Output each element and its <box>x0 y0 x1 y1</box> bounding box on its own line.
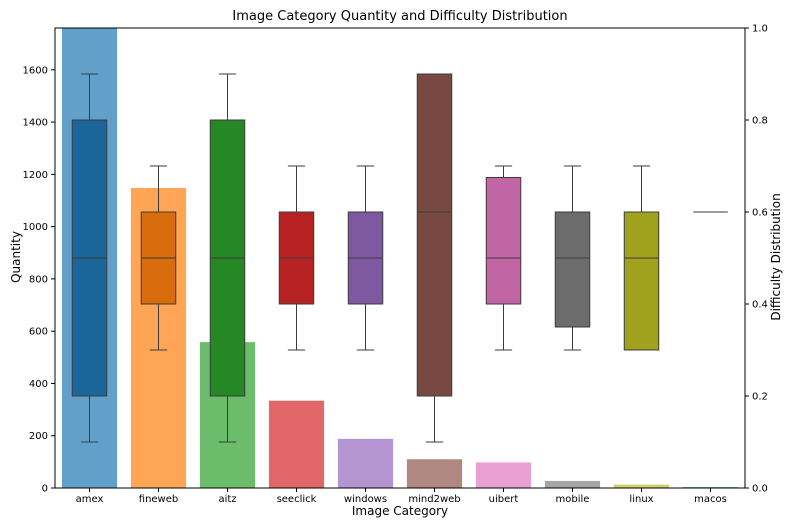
y2-axis-label: Difficulty Distribution <box>769 193 783 320</box>
box <box>485 177 522 305</box>
chart-title: Image Category Quantity and Difficulty D… <box>232 9 567 24</box>
x-tick-label-amex: amex <box>76 494 104 505</box>
boxplot-fineweb <box>140 165 177 351</box>
y2-tick-label: 0.6 <box>752 208 768 219</box>
y-tick-label: 1400 <box>23 118 48 129</box>
bar-seeclick <box>268 400 325 488</box>
boxplot-aitz <box>209 73 246 443</box>
y-tick-label: 0 <box>42 484 48 495</box>
boxplots-layer <box>71 73 728 443</box>
y-tick-label: 1000 <box>23 222 48 233</box>
x-tick-label-aitz: aitz <box>218 494 236 505</box>
bar-uibert <box>475 462 532 488</box>
y2-tick-label: 0.2 <box>752 392 768 403</box>
boxplot-amex <box>71 73 108 443</box>
y-tick-label: 800 <box>29 274 48 285</box>
boxplot-seeclick <box>278 165 315 351</box>
boxplot-mind2web <box>416 73 453 443</box>
y2-tick-label: 0.8 <box>752 116 768 127</box>
x-tick-label-linux: linux <box>629 494 653 505</box>
box <box>416 73 453 397</box>
bar-linux <box>613 484 670 488</box>
box <box>554 211 591 328</box>
x-tick-label-fineweb: fineweb <box>139 494 178 505</box>
x-axis-label: Image Category <box>352 504 448 518</box>
bar-macos <box>682 486 739 488</box>
bar-mind2web <box>406 459 463 488</box>
y2-tick-label: 1.0 <box>752 24 768 35</box>
x-tick-label-uibert: uibert <box>489 494 519 505</box>
y2-tick-label: 0.4 <box>752 300 768 311</box>
boxplot-uibert <box>485 165 522 351</box>
y-tick-label: 1600 <box>23 65 48 76</box>
y-tick-label: 400 <box>29 379 48 390</box>
x-tick-label-mind2web: mind2web <box>408 494 460 505</box>
y-tick-label: 200 <box>29 431 48 442</box>
bar-mobile <box>544 480 601 488</box>
axes-layer: 0 200 400 600 800 1000 1200 1400 1600 0.0 0.2 0.4 0.… <box>23 24 768 506</box>
y-tick-label: 1200 <box>23 170 48 181</box>
y2-tick-label: 0.0 <box>752 484 768 495</box>
bar-windows <box>337 438 394 488</box>
box <box>623 211 660 351</box>
y-axis-label: Quantity <box>9 231 23 283</box>
boxplot-windows <box>347 165 384 351</box>
x-tick-label-windows: windows <box>344 494 387 505</box>
x-tick-label-mobile: mobile <box>556 494 590 505</box>
boxplot-linux <box>623 165 660 351</box>
x-tick-label-macos: macos <box>694 494 727 505</box>
plot-frame <box>54 27 746 489</box>
y-tick-label: 600 <box>29 327 48 338</box>
x-tick-label-seeclick: seeclick <box>277 494 317 505</box>
boxplot-mobile <box>554 165 591 351</box>
